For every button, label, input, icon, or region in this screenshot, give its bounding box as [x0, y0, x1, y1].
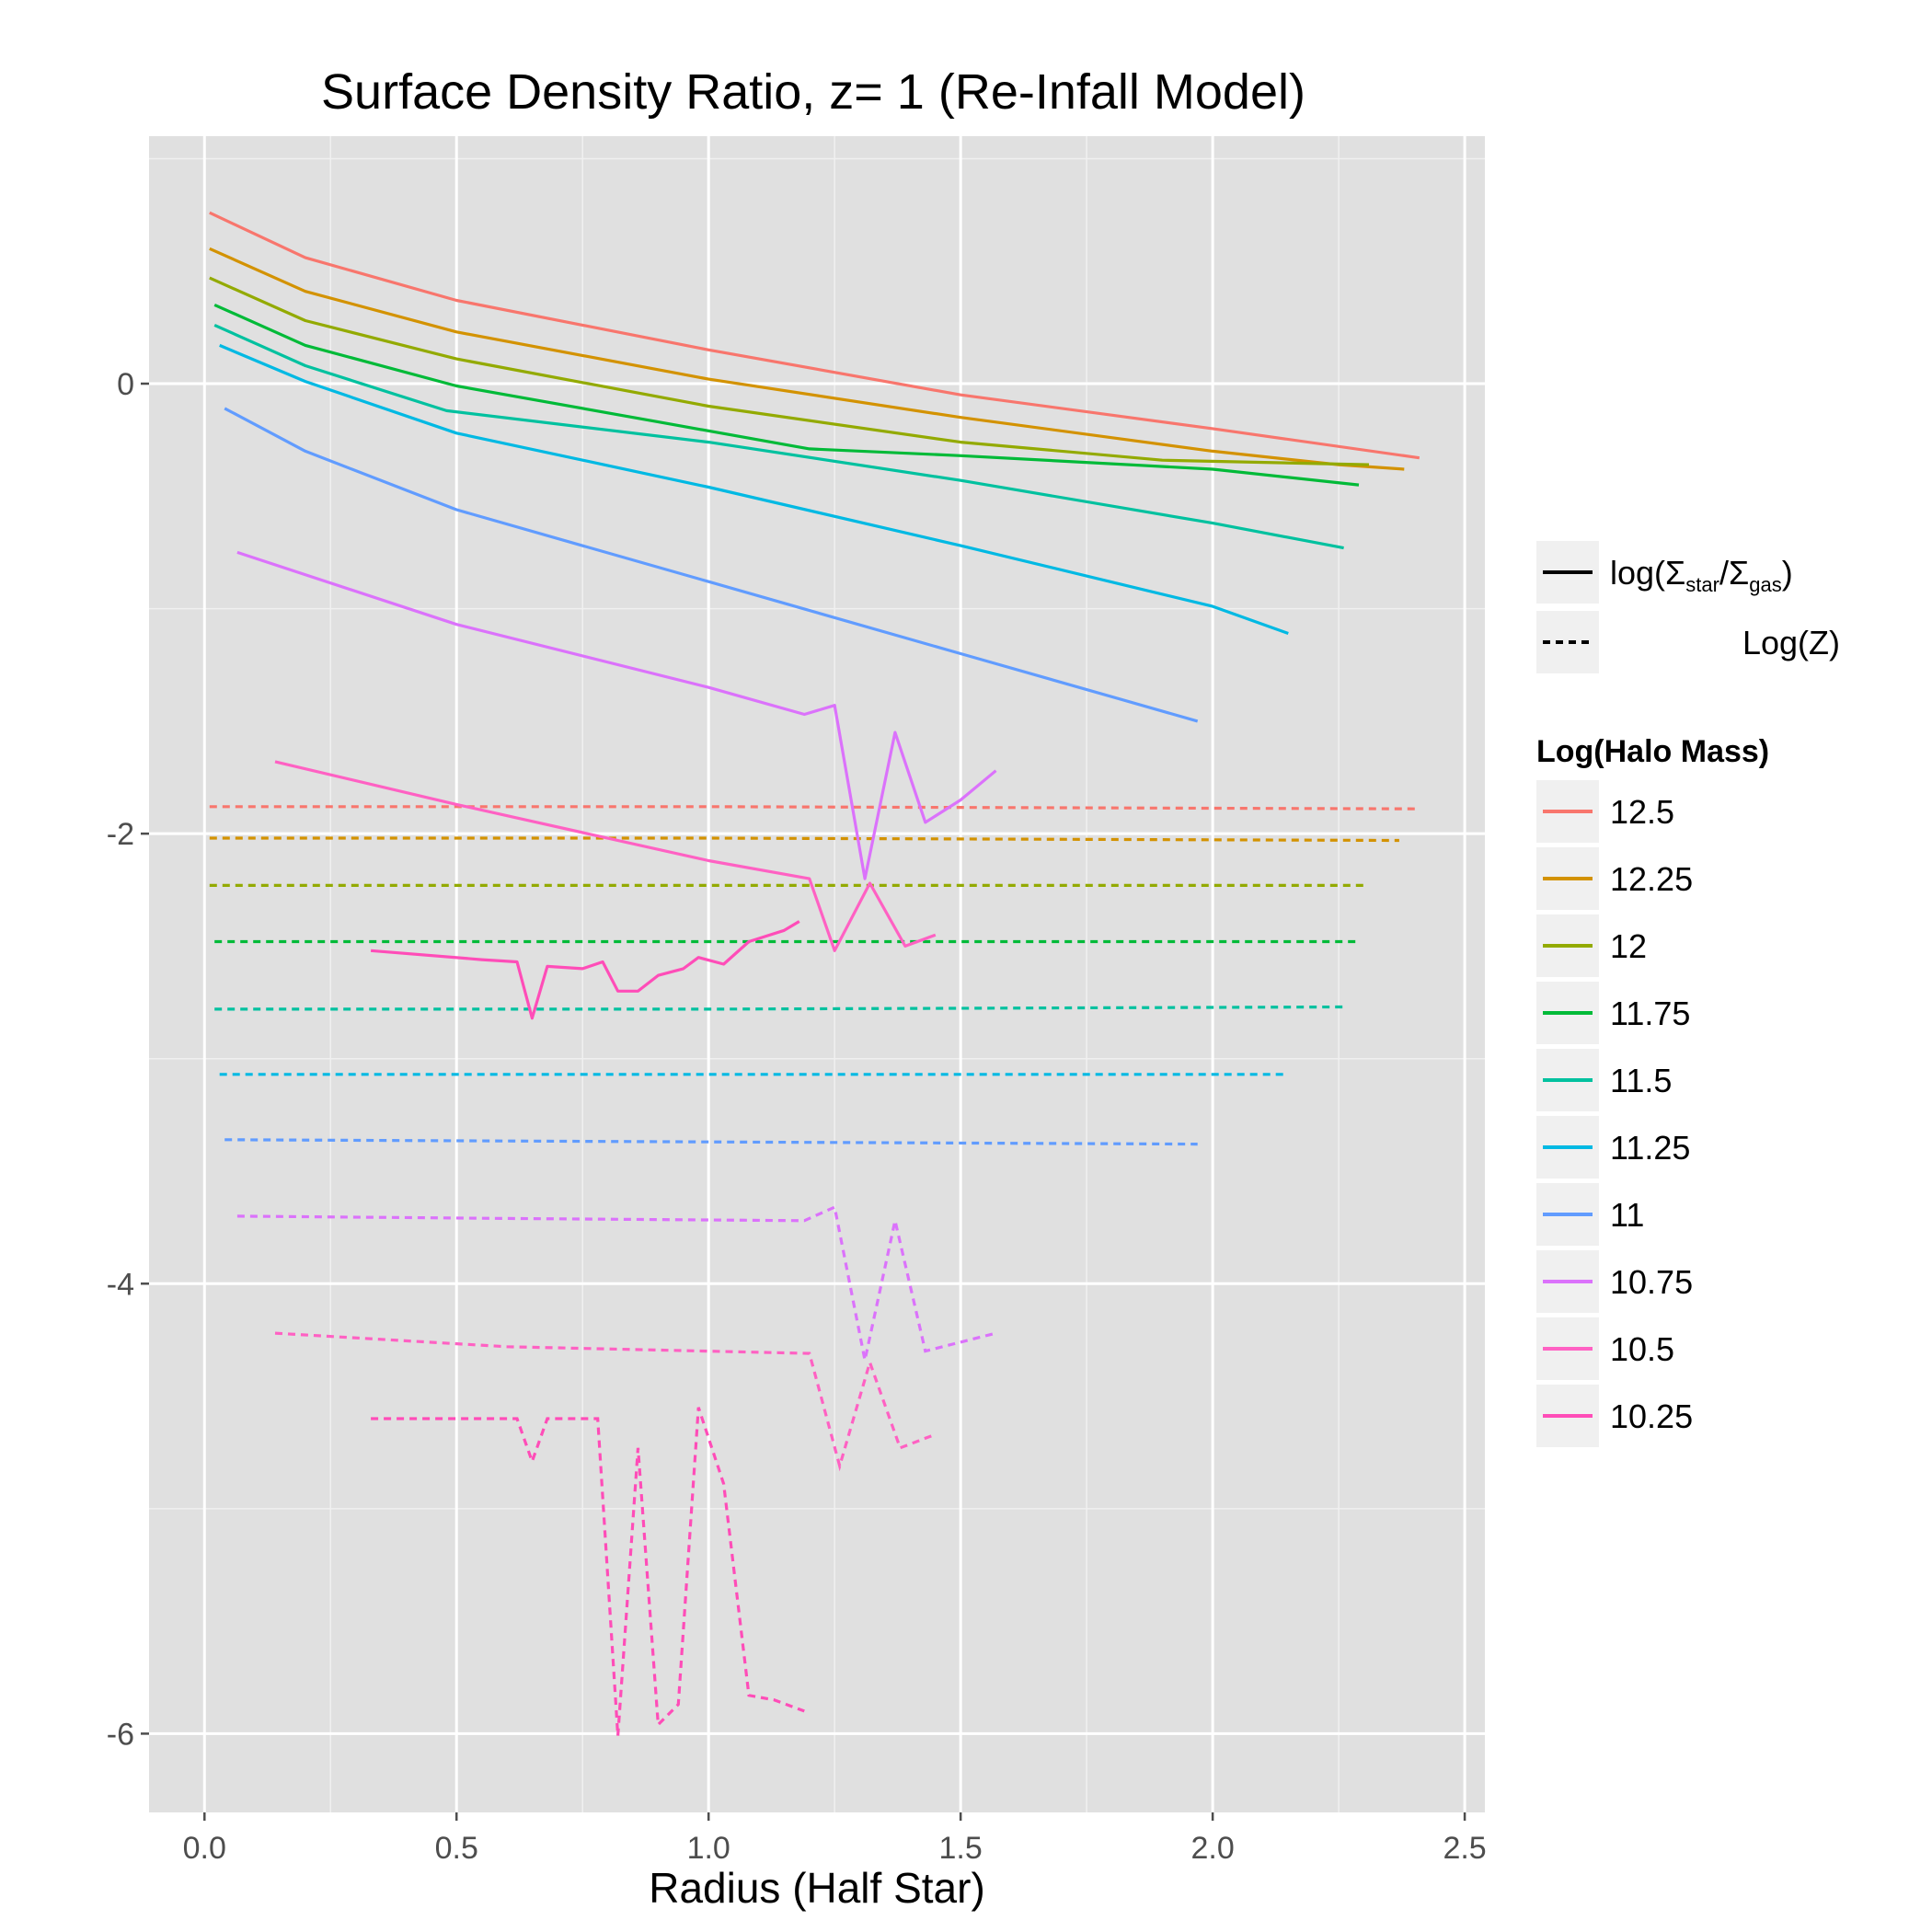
color-legend: 12.5 12.25 12 11.75 11.5 11.25 11 10.75 10.5 10.2… [1536, 780, 1693, 1447]
legend-label-11: 11 [1610, 1196, 1644, 1234]
y-tick-label: 0 [117, 367, 134, 402]
linetype-label-logz: Log(Z) [1742, 624, 1840, 661]
legend-label-10.5: 10.5 [1610, 1330, 1674, 1368]
series-line-ratio-12 [209, 276, 1370, 466]
series-line-logz-11.5 [214, 1005, 1344, 1011]
series-line-logz-10.75 [236, 1204, 996, 1361]
linetype-label-ratio: log(Σstar/Σgas) [1610, 554, 1793, 596]
series-line-ratio-11.25 [219, 343, 1289, 636]
series-line-ratio-11.75 [213, 303, 1360, 487]
y-tick-label: -6 [107, 1717, 134, 1752]
legend-label-11.75: 11.75 [1610, 995, 1690, 1032]
x-axis: 0.0 0.5 1.0 1.5 2.0 2.5 [183, 1812, 1487, 1866]
grid-major [149, 136, 1485, 1812]
plot-panel [149, 136, 1485, 1812]
legend-label-12.25: 12.25 [1610, 860, 1693, 898]
y-axis: 0 -2 -4 -6 [107, 367, 149, 1752]
series-line-logz-12.5 [209, 805, 1420, 811]
series-line-ratio-11.5 [213, 323, 1344, 550]
x-tick-label: 0.0 [183, 1831, 226, 1866]
linetype-legend: log(Σstar/Σgas) Log(Z) [1536, 541, 1840, 673]
x-tick-label: 0.5 [435, 1831, 478, 1866]
legend-label-10.25: 10.25 [1610, 1397, 1693, 1435]
series-line-ratio-10.25 [370, 920, 800, 1020]
series-line-ratio-12.5 [209, 211, 1420, 460]
chart-title: Surface Density Ratio, z= 1 (Re-Infall M… [321, 64, 1305, 120]
series-line-logz-10.5 [274, 1331, 937, 1472]
series-line-logz-11 [224, 1138, 1198, 1146]
x-tick-label: 2.0 [1190, 1831, 1234, 1866]
x-tick-label: 1.0 [687, 1831, 730, 1866]
x-tick-label: 2.5 [1443, 1831, 1486, 1866]
grid-minor [149, 136, 1485, 1812]
series-line-logz-10.25 [371, 1407, 805, 1736]
legend-label-12.5: 12.5 [1610, 793, 1674, 831]
legend-label-11.25: 11.25 [1610, 1129, 1690, 1167]
legend-label-11.5: 11.5 [1610, 1062, 1672, 1099]
legend-label-12: 12 [1610, 927, 1647, 965]
y-tick-label: -4 [107, 1267, 134, 1302]
series-line-ratio-11 [224, 407, 1199, 723]
y-tick-label: -2 [107, 817, 134, 852]
series-line-logz-12.25 [209, 836, 1399, 843]
series-layer [209, 211, 1420, 1736]
x-tick-label: 1.5 [939, 1831, 983, 1866]
series-line-ratio-10.75 [236, 550, 997, 880]
legend-label-10.75: 10.75 [1610, 1263, 1693, 1301]
legend-title: Log(Halo Mass) [1536, 734, 1769, 769]
series-line-ratio-10.5 [274, 760, 937, 952]
x-axis-title: Radius (Half Star) [649, 1864, 985, 1912]
